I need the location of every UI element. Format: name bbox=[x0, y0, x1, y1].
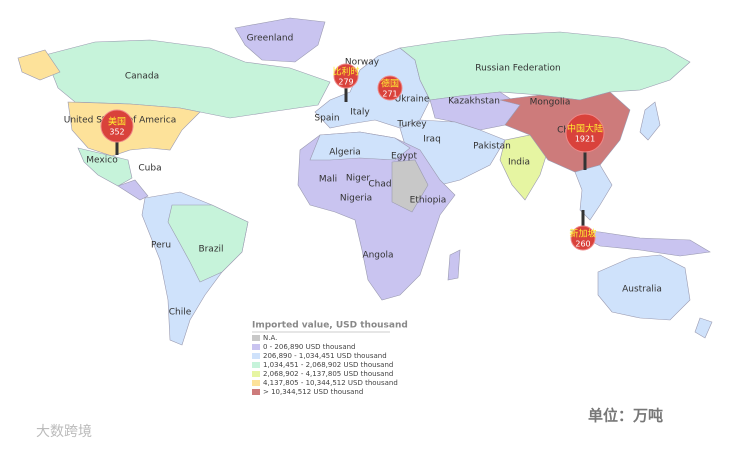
country-label: Algeria bbox=[329, 148, 361, 158]
marker-name: 比利时 bbox=[332, 66, 359, 78]
marker-value: 352 bbox=[109, 128, 124, 137]
north-africa bbox=[309, 131, 411, 161]
russia bbox=[399, 31, 691, 101]
country-label: Brazil bbox=[198, 245, 223, 255]
southeast-asia bbox=[574, 164, 613, 221]
country-label: Egypt bbox=[391, 152, 417, 162]
country-label: Chad bbox=[368, 180, 391, 190]
country-label: Nigeria bbox=[340, 194, 372, 204]
marker-bubble bbox=[333, 63, 359, 89]
marker-value: 1921 bbox=[575, 135, 595, 144]
country-label: Mali bbox=[319, 175, 337, 185]
country-label: Australia bbox=[622, 285, 662, 295]
country-label: Russian Federation bbox=[475, 64, 560, 74]
country-label: India bbox=[508, 158, 530, 168]
greenland bbox=[234, 17, 326, 63]
country-label: Iraq bbox=[423, 135, 441, 145]
legend-swatch bbox=[252, 353, 260, 359]
new-zealand bbox=[694, 317, 713, 339]
legend-swatch bbox=[252, 389, 260, 395]
marker-name: 德国 bbox=[381, 78, 399, 90]
marker-bubble bbox=[100, 109, 134, 143]
central-america bbox=[117, 179, 149, 201]
marker-name: 美国 bbox=[108, 116, 126, 128]
country-label: Canada bbox=[125, 72, 159, 82]
usa bbox=[67, 101, 201, 157]
country-label: Peru bbox=[151, 241, 171, 251]
legend-label: 2,068,902 - 4,137,805 USD thousand bbox=[263, 370, 393, 378]
marker-value: 260 bbox=[575, 240, 590, 249]
legend-label: 0 - 206,890 USD thousand bbox=[263, 343, 356, 351]
legend-swatch bbox=[252, 371, 260, 377]
sudan-na bbox=[391, 159, 429, 213]
alaska bbox=[17, 49, 61, 81]
country-label: Norway bbox=[345, 58, 380, 68]
country-label: Pakistan bbox=[473, 142, 511, 152]
legend-label: 206,890 - 1,034,451 USD thousand bbox=[263, 352, 387, 360]
marker-bubble bbox=[377, 75, 403, 101]
mexico bbox=[77, 147, 133, 187]
marker-name: 新加坡 bbox=[569, 228, 596, 240]
legend-label: > 10,344,512 USD thousand bbox=[263, 388, 363, 396]
legend-swatch bbox=[252, 380, 260, 386]
legend-title: Imported value, USD thousand bbox=[252, 321, 408, 331]
japan bbox=[639, 101, 661, 141]
country-label: Turkey bbox=[396, 120, 427, 130]
country-label: Chile bbox=[169, 308, 192, 318]
unit-label: 单位：万吨 bbox=[588, 407, 663, 425]
country-label: Kazakhstan bbox=[448, 97, 500, 107]
australia bbox=[597, 254, 691, 321]
country-label: Ukraine bbox=[395, 95, 430, 105]
country-label: Italy bbox=[350, 108, 370, 118]
country-label: Spain bbox=[314, 114, 339, 124]
indonesia bbox=[569, 229, 711, 257]
legend-swatch bbox=[252, 362, 260, 368]
legend-swatch bbox=[252, 335, 260, 341]
marker-value: 271 bbox=[382, 90, 397, 99]
legend-label: N.A. bbox=[263, 334, 277, 342]
legend: Imported value, USD thousand N.A.0 - 206,… bbox=[246, 318, 408, 400]
country-label: Mongolia bbox=[530, 98, 571, 108]
marker-name: 中国大陆 bbox=[567, 123, 603, 135]
marker-bubble bbox=[565, 113, 605, 153]
country-label: Niger bbox=[346, 174, 370, 184]
country-label: Angola bbox=[362, 251, 393, 261]
country-label: Mexico bbox=[86, 156, 118, 166]
watermark: 大数跨境 bbox=[36, 424, 92, 440]
marker-value: 279 bbox=[338, 78, 353, 87]
country-label: Cuba bbox=[138, 164, 161, 174]
legend-swatch bbox=[252, 344, 260, 350]
marker-bubble bbox=[570, 225, 596, 251]
madagascar bbox=[447, 249, 461, 281]
brazil bbox=[167, 204, 249, 283]
legend-label: 1,034,451 - 2,068,902 USD thousand bbox=[263, 361, 393, 369]
country-label: Greenland bbox=[247, 34, 294, 44]
country-label: Ethiopia bbox=[410, 196, 447, 206]
legend-label: 4,137,805 - 10,344,512 USD thousand bbox=[263, 379, 398, 387]
land bbox=[17, 17, 713, 346]
